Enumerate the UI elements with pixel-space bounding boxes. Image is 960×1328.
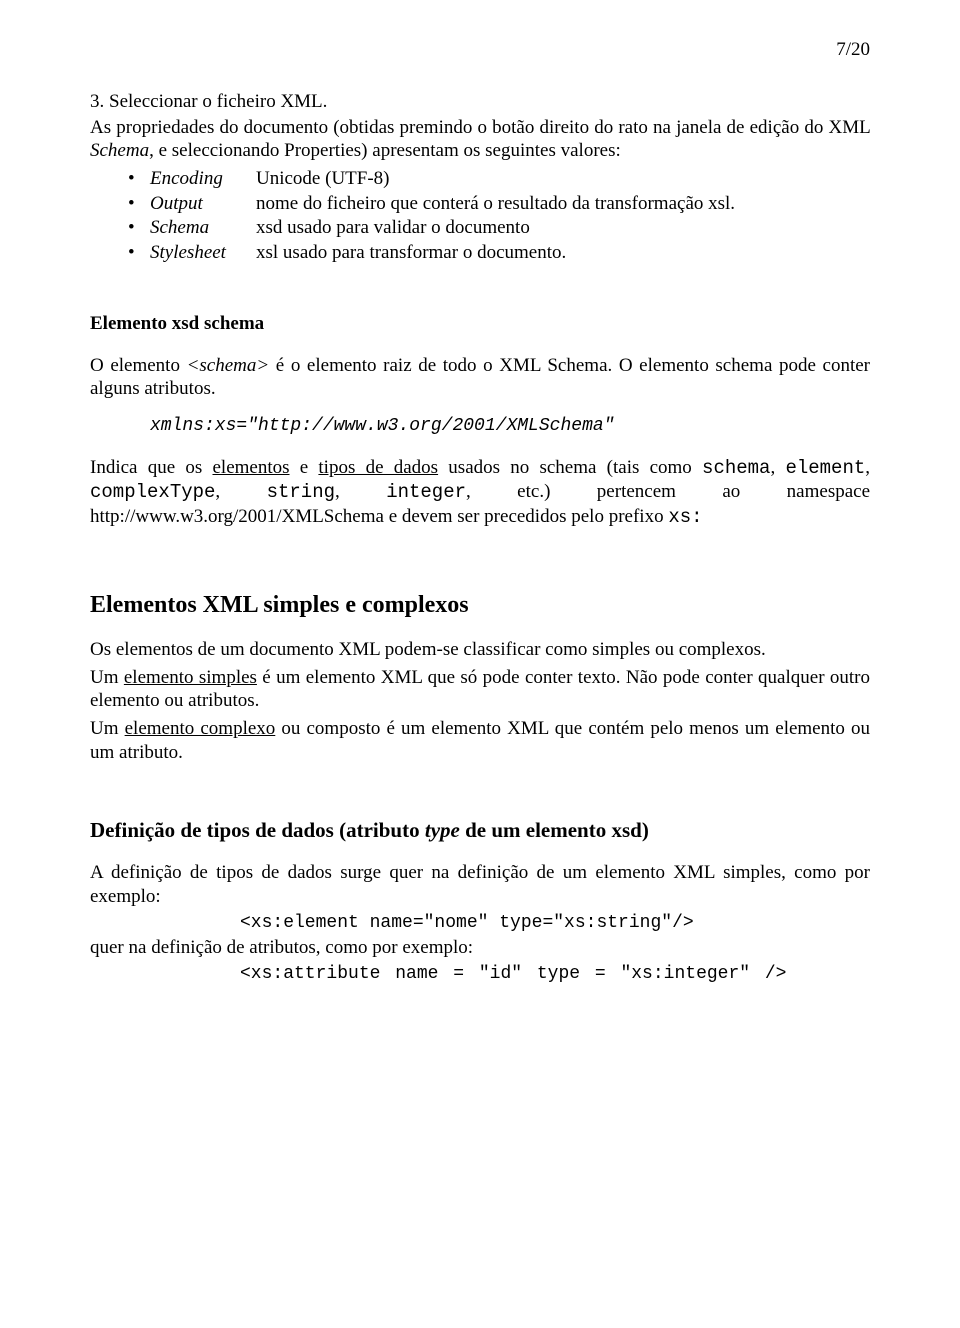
- term: Output: [150, 192, 256, 217]
- paragraph: O elemento <schema> é o elemento raiz de…: [90, 354, 870, 402]
- heading-simple-complex: Elementos XML simples e complexos: [90, 590, 870, 620]
- text: Um: [90, 718, 125, 739]
- desc: Unicode (UTF-8): [256, 167, 870, 192]
- numbered-step: 3. Seleccionar o ficheiro XML.: [90, 90, 870, 114]
- text: , e seleccionando Properties) apresentam…: [149, 140, 621, 161]
- term: Stylesheet: [150, 241, 256, 266]
- term: Schema: [150, 216, 256, 241]
- schema-tag: <schema>: [187, 355, 270, 376]
- paragraph: Um elemento complexo ou composto é um el…: [90, 717, 870, 765]
- paragraph: Os elementos de um documento XML podem-s…: [90, 638, 870, 662]
- mono: element: [785, 457, 865, 479]
- mono: complexType: [90, 481, 215, 503]
- paragraph: A definição de tipos de dados surge quer…: [90, 861, 870, 909]
- heading-type-def: Definição de tipos de dados (atributo ty…: [90, 817, 870, 843]
- desc: nome do ficheiro que conterá o resultado…: [256, 192, 870, 217]
- code-sample: <xs:attribute name = "id" type = "xs:int…: [240, 963, 870, 986]
- underline: elemento complexo: [125, 718, 276, 739]
- intro-paragraph: As propriedades do documento (obtidas pr…: [90, 116, 870, 164]
- term: Encoding: [150, 167, 256, 192]
- properties-list: Encoding Unicode (UTF-8) Output nome do …: [128, 167, 870, 266]
- text: e: [290, 457, 319, 478]
- heading-xsd-schema: Elemento xsd schema: [90, 312, 870, 336]
- list-item: Encoding Unicode (UTF-8): [128, 167, 870, 192]
- text: ,: [335, 481, 386, 502]
- list-item: Output nome do ficheiro que conterá o re…: [128, 192, 870, 217]
- underline: elemento simples: [124, 667, 257, 688]
- text: ,: [215, 481, 266, 502]
- schema-word: Schema: [90, 140, 149, 161]
- text: ,: [770, 457, 785, 478]
- text: usados no schema (tais como: [438, 457, 702, 478]
- page-number: 7/20: [90, 38, 870, 62]
- mono: schema: [702, 457, 770, 479]
- mono: string: [267, 481, 335, 503]
- desc: xsl usado para transformar o documento.: [256, 241, 870, 266]
- mono: xs:: [668, 506, 702, 528]
- list-item: Stylesheet xsl usado para transformar o …: [128, 241, 870, 266]
- paragraph: quer na definição de atributos, como por…: [90, 936, 870, 960]
- text: ,: [865, 457, 870, 478]
- paragraph: Um elemento simples é um elemento XML qu…: [90, 666, 870, 714]
- text: Indica que os: [90, 457, 212, 478]
- type-word: type: [425, 818, 460, 842]
- intro-block: 3. Seleccionar o ficheiro XML. As propri…: [90, 90, 870, 266]
- text: Definição de tipos de dados (atributo: [90, 818, 425, 842]
- text: de um elemento xsd): [460, 818, 649, 842]
- text: O elemento: [90, 355, 187, 376]
- list-item: Schema xsd usado para validar o document…: [128, 216, 870, 241]
- code-sample: <xs:element name="nome" type="xs:string"…: [240, 912, 870, 935]
- code-sample: xmlns:xs="http://www.w3.org/2001/XMLSche…: [150, 415, 870, 438]
- text: As propriedades do documento (obtidas pr…: [90, 117, 870, 138]
- mono: integer: [386, 481, 466, 503]
- desc: xsd usado para validar o documento: [256, 216, 870, 241]
- paragraph: Indica que os elementos e tipos de dados…: [90, 456, 870, 530]
- underline: tipos de dados: [318, 457, 438, 478]
- text: Um: [90, 667, 124, 688]
- underline: elementos: [212, 457, 289, 478]
